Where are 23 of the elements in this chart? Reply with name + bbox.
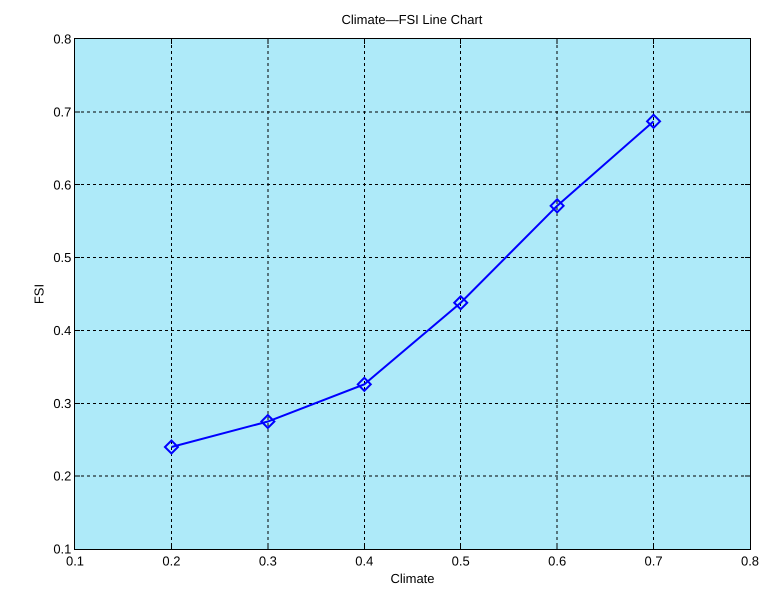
- y-tick-label: 0.5: [53, 250, 72, 266]
- x-tick-label: 0.4: [355, 554, 374, 569]
- point: [646, 114, 662, 129]
- x-axis-title: Climate: [390, 571, 435, 586]
- point: [164, 440, 179, 454]
- y-tick-label: 0.7: [53, 104, 72, 120]
- point: [356, 376, 372, 392]
- point: [453, 295, 468, 310]
- x-tick-label: 0.2: [162, 554, 180, 569]
- x-tick-label: 0.5: [452, 554, 470, 569]
- y-tick-label: 0.4: [53, 322, 72, 338]
- chart-title: Climate—FSI Line Chart: [342, 12, 483, 28]
- y-tick-label: 0.2: [53, 468, 72, 484]
- y-axis-title: FSI: [31, 284, 46, 304]
- x-tick-label: 0.8: [740, 554, 760, 569]
- y-tick-label: 0.3: [53, 396, 72, 411]
- y-tick-label: 0.6: [53, 177, 72, 192]
- x-tick-label: 0.6: [548, 554, 566, 569]
- y-tick-label: 0.8: [53, 32, 72, 47]
- x-tick-label: 0.3: [258, 554, 277, 569]
- x-tick-label: 0.7: [644, 554, 663, 569]
- point: [550, 198, 565, 214]
- point: [260, 414, 276, 429]
